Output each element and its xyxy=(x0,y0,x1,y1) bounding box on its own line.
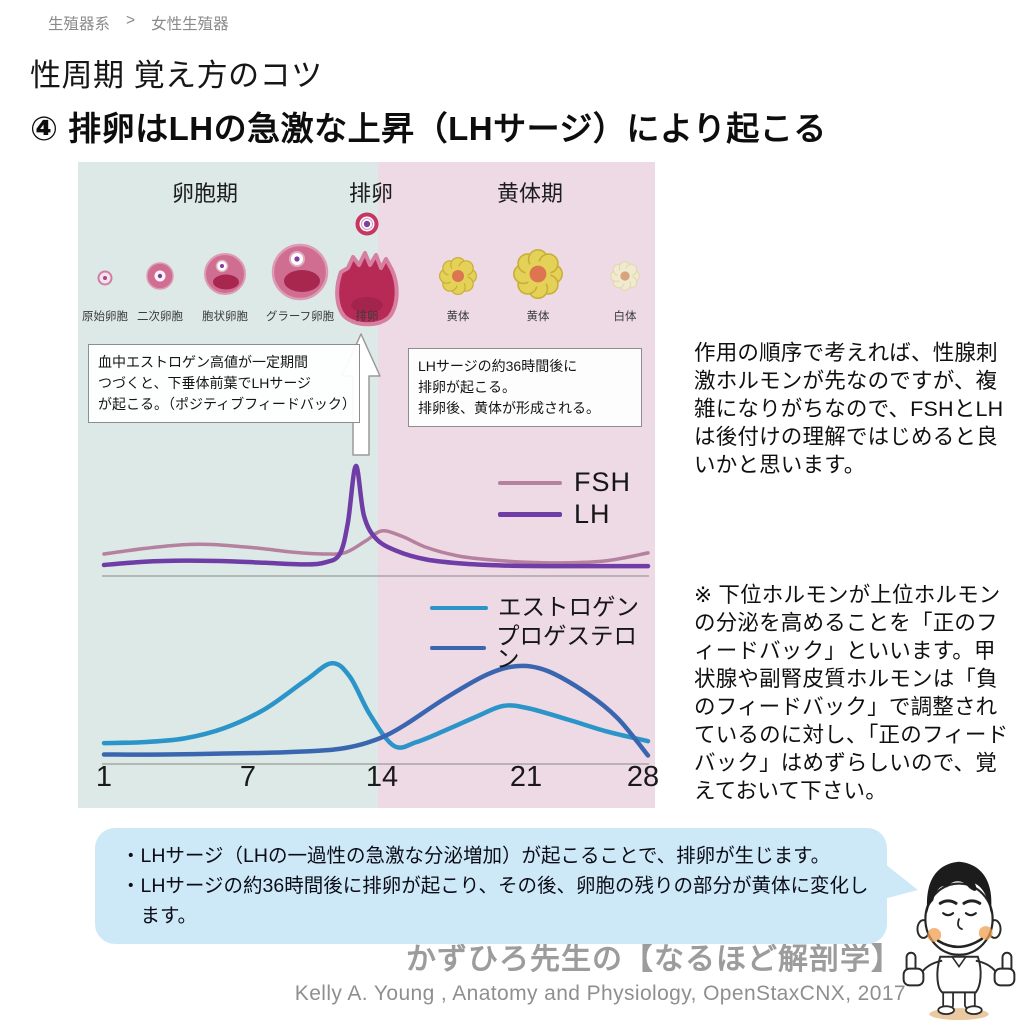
gonadotropin-legend: FSH LH xyxy=(498,469,631,533)
cycle-diagram-artwork xyxy=(97,212,651,765)
source-citation: Kelly A. Young , Anatomy and Physiology,… xyxy=(294,982,906,1005)
phase-label-ovulation: 排卵 xyxy=(348,181,394,206)
thumbs-up-right-icon xyxy=(993,951,1016,987)
graafian-follicle-icon xyxy=(271,243,329,301)
breadcrumb: 生殖器系 > 女性生殖器 xyxy=(48,12,229,34)
channel-brand: かずひろ先生の【なるほど解剖学】 xyxy=(406,943,902,976)
lh-legend-label: LH xyxy=(574,499,611,529)
progesterone-legend-line xyxy=(430,645,487,651)
teacher-mascot-illustration xyxy=(902,861,1016,1021)
day-tick-21: 21 xyxy=(509,761,543,793)
estrogen-legend-label: エストロゲン xyxy=(498,594,639,620)
legend-row-lh: LH xyxy=(498,501,631,528)
breadcrumb-section[interactable]: 生殖器系 xyxy=(48,16,111,33)
stage-label-secondary: 二次卵胞 xyxy=(137,311,183,323)
stage-label-corpus-luteum-1: 黄体 xyxy=(446,311,470,323)
estrogen-curve xyxy=(101,661,651,750)
phase-label-luteal: 黄体期 xyxy=(496,181,564,206)
stage-label-corpus-albicans: 白体 xyxy=(613,311,637,323)
summary-bullet-2: ・LHサージの約36時間後に排卵が起こり、その後、卵胞の残りの部分が黄体に変化し… xyxy=(121,875,869,928)
day-tick-1: 1 xyxy=(95,761,113,793)
day-tick-14: 14 xyxy=(365,761,399,793)
fsh-legend-label: FSH xyxy=(574,467,631,497)
summary-speech-bubble: ・LHサージ（LHの一過性の急激な分泌増加）が起こることで、排卵が生じます。 ・… xyxy=(95,828,887,944)
ovarian-hormone-legend: エストロゲン プロゲステロン xyxy=(430,594,655,677)
antral-follicle-icon xyxy=(204,253,246,295)
corpus-albicans-icon xyxy=(610,261,640,291)
secondary-follicle-icon xyxy=(146,262,174,290)
ovulation-timing-callout: LHサージの約36時間後に 排卵が起こる。 排卵後、黄体が形成される。 xyxy=(408,348,642,427)
breadcrumb-separator: > xyxy=(126,12,136,29)
breadcrumb-page[interactable]: 女性生殖器 xyxy=(151,16,229,33)
lh-legend-line xyxy=(498,512,562,517)
day-tick-7: 7 xyxy=(239,761,257,793)
stage-label-ovulation: 排卵 xyxy=(355,311,379,323)
estrogen-legend-line xyxy=(430,605,488,610)
legend-row-fsh: FSH xyxy=(498,469,631,496)
thumbs-up-left-icon xyxy=(902,951,925,987)
legend-row-estrogen: エストロゲン xyxy=(430,594,655,620)
corpus-luteum-small-icon xyxy=(438,256,478,296)
cycle-diagram-panel: 卵胞期 排卵 黄体期 xyxy=(78,162,659,808)
summary-bullet-1: ・LHサージ（LHの一過性の急激な分泌増加）が起こることで、排卵が生じます。 xyxy=(121,845,831,867)
progesterone-legend-label: プロゲステロン xyxy=(496,622,638,672)
corpus-luteum-large-icon xyxy=(513,249,563,299)
page-title: 性周期 覚え方のコツ xyxy=(30,58,323,93)
phase-label-follicular: 卵胞期 xyxy=(171,181,239,206)
note-positive-feedback: ※ 下位ホルモンが上位ホルモンの分泌を高めることを「正のフィードバック」といいま… xyxy=(694,583,1009,803)
lh-curve xyxy=(101,463,651,569)
ovulating-follicle-icon xyxy=(335,251,399,327)
released-oocyte-icon xyxy=(355,212,379,236)
primordial-follicle-icon xyxy=(97,270,113,286)
note-hormone-order: 作用の順序で考えれば、性腺刺激ホルモンが先なのですが、複雑になりがちなので、FS… xyxy=(694,341,1004,477)
stage-label-primordial: 原始卵胞 xyxy=(82,311,128,323)
speech-bubble-tail xyxy=(880,860,918,900)
fsh-legend-line xyxy=(498,480,562,485)
key-point-heading: ④ 排卵はLHの急激な上昇（LHサージ）により起こる xyxy=(30,110,827,147)
legend-row-progesterone: プロゲステロン xyxy=(430,622,655,672)
day-tick-28: 28 xyxy=(626,761,660,793)
stage-label-graafian: グラーフ卵胞 xyxy=(265,311,335,323)
stage-label-corpus-luteum-2: 黄体 xyxy=(526,311,550,323)
progesterone-curve xyxy=(101,663,651,758)
positive-feedback-callout: 血中エストロゲン高値が一定期間 つづくと、下垂体前葉でLHサージ が起こる。（ポ… xyxy=(88,344,360,423)
stage-label-antral: 胞状卵胞 xyxy=(202,311,248,323)
